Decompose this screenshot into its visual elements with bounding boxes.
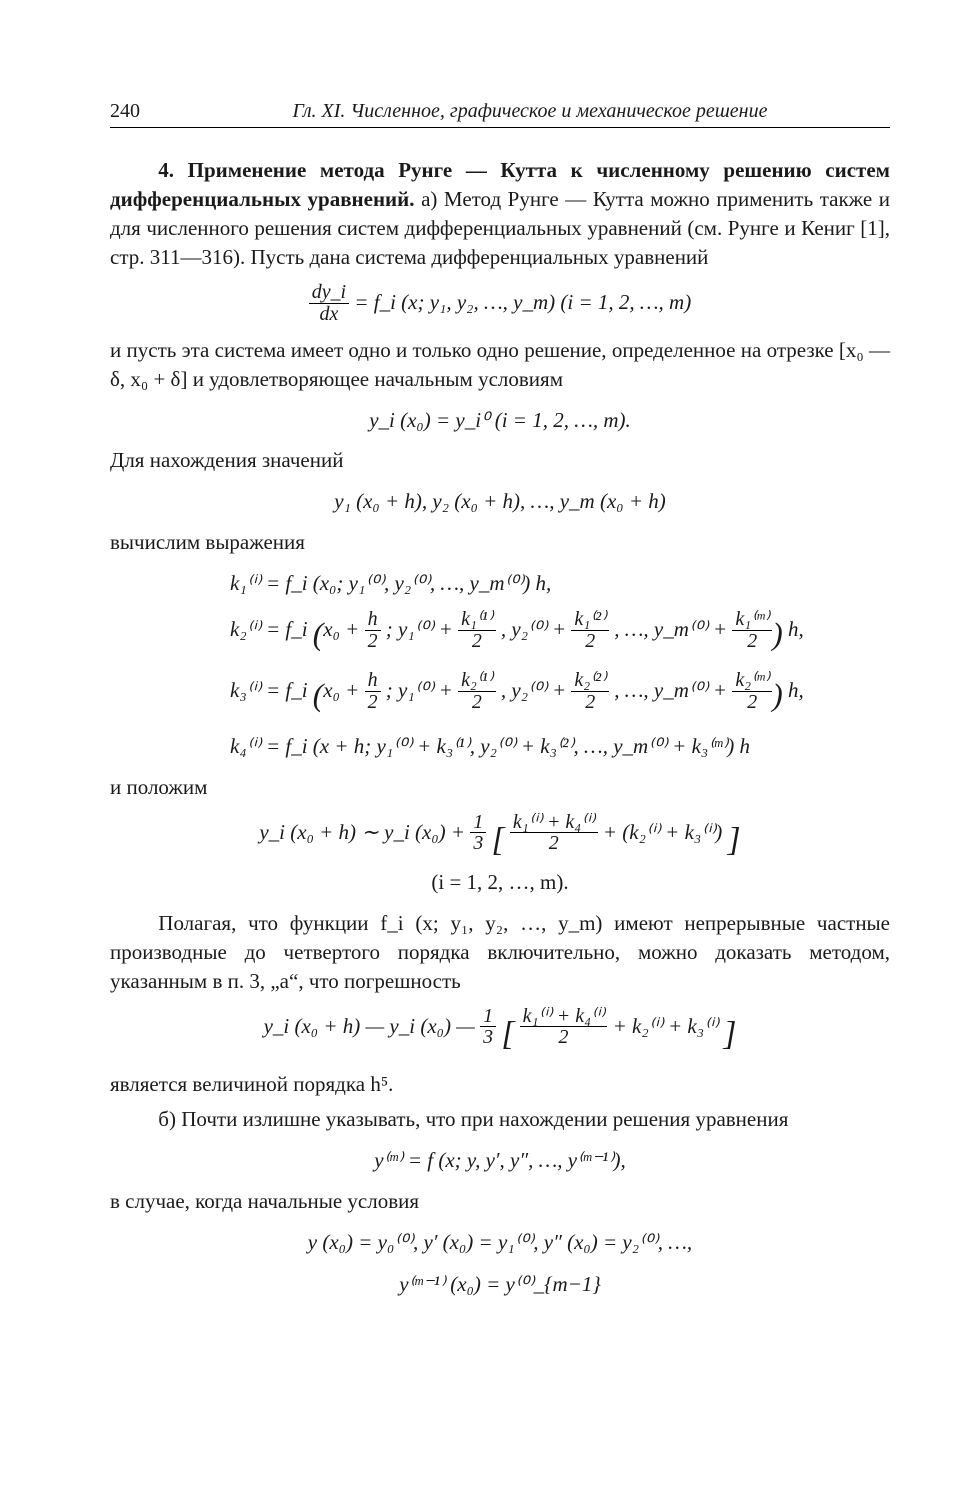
k3-arg1: x₀ + — [323, 677, 364, 701]
k3-suffix: h, — [783, 677, 804, 701]
paragraph-6: Полагая, что функции f_i (x; y₁, y₂, …, … — [110, 909, 890, 996]
approx-lhs: y_i (x₀ + h) ∼ y_i (x₀) + — [259, 819, 470, 843]
paragraph-4: вычислим выражения — [110, 528, 890, 557]
err-rest: + k₂⁽ⁱ⁾ + k₃⁽ⁱ⁾ — [607, 1013, 718, 1037]
k2-arg3: , y₂⁽⁰⁾ + — [496, 617, 572, 641]
header-rule — [110, 127, 890, 128]
k3-arg2: ; y₁⁽⁰⁾ + — [381, 677, 459, 701]
k2-arg2: ; y₁⁽⁰⁾ + — [381, 617, 459, 641]
equation-k4: k₄⁽ⁱ⁾ = f_i (x + h; y₁⁽⁰⁾ + k₃⁽¹⁾, y₂⁽⁰⁾… — [110, 730, 890, 763]
den-2e: 2 — [365, 692, 381, 714]
paragraph-9: в случае, когда начальные условия — [110, 1187, 890, 1216]
den-2f: 2 — [458, 692, 496, 714]
den-3: 3 — [470, 833, 486, 855]
num-k2m: k₂⁽ᵐ⁾ — [732, 670, 772, 692]
equation-error: y_i (x₀ + h) — y_i (x₀) — 13 [ k₁⁽ⁱ⁾ + k… — [110, 1006, 890, 1061]
running-title: Гл. XI. Численное, графическое и механич… — [170, 100, 890, 123]
k2-arg4: , …, y_m⁽⁰⁾ + — [609, 617, 732, 641]
num-h2: h — [365, 670, 381, 692]
paragraph-1: 4. Применение метода Рунге — Кутта к чис… — [110, 156, 890, 272]
k2-suffix: h, — [783, 617, 804, 641]
frac-dyi-dx: dy_i dx — [309, 282, 349, 326]
err-lhs: y_i (x₀ + h) — y_i (x₀) — — [264, 1013, 481, 1037]
paragraph-7: является величиной порядка h⁵. — [110, 1070, 890, 1099]
equation-k3: k₃⁽ⁱ⁾ = f_i (x₀ + h2 ; y₁⁽⁰⁾ + k₂⁽¹⁾2 , … — [110, 670, 890, 720]
den-3b: 3 — [480, 1027, 496, 1049]
paragraph-2: и пусть эта система имеет одно и только … — [110, 336, 890, 394]
num-1b: 1 — [480, 1006, 496, 1028]
num-k1m: k₁⁽ᵐ⁾ — [732, 609, 772, 631]
eq1-rhs: = f_i (x; y₁, y₂, …, y_m) (i = 1, 2, …, … — [349, 290, 691, 314]
paragraph-5: и положим — [110, 773, 890, 802]
equation-higher-order-ode: y⁽ᵐ⁾ = f (x; y, y′, y″, …, y⁽ᵐ⁻¹⁾), — [110, 1144, 890, 1177]
num-k11: k₁⁽¹⁾ — [458, 609, 496, 631]
num-k21: k₂⁽¹⁾ — [458, 670, 496, 692]
den-2: 2 — [365, 631, 381, 653]
den-2c: 2 — [571, 631, 609, 653]
num-1: 1 — [470, 812, 486, 834]
k3-prefix: k₃⁽ⁱ⁾ = f_i — [230, 677, 313, 701]
num-k12: k₁⁽²⁾ — [571, 609, 609, 631]
num-h: h — [365, 609, 381, 631]
paragraph-8: б) Почти излишне указывать, что при нахо… — [110, 1105, 890, 1134]
den-2g: 2 — [571, 692, 609, 714]
equation-initial-conditions: y_i (x₀) = y_i⁰ (i = 1, 2, …, m). — [110, 404, 890, 437]
page-header: 240 Гл. XI. Численное, графическое и мех… — [110, 100, 890, 123]
k2-arg1: x₀ + — [323, 617, 364, 641]
den-2d: 2 — [732, 631, 772, 653]
equation-initial-conditions-b1: y (x₀) = y₀⁽⁰⁾, y′ (x₀) = y₁⁽⁰⁾, y″ (x₀)… — [110, 1226, 890, 1259]
equation-initial-conditions-b2: y⁽ᵐ⁻¹⁾ (x₀) = y⁽⁰⁾_{m−1} — [110, 1268, 890, 1301]
approx-range: (i = 1, 2, …, m). — [431, 870, 568, 894]
frac-num: dy_i — [309, 282, 349, 304]
page-number: 240 — [110, 100, 170, 123]
k3-arg4: , …, y_m⁽⁰⁾ + — [609, 677, 732, 701]
equation-values-to-find: y₁ (x₀ + h), y₂ (x₀ + h), …, y_m (x₀ + h… — [110, 485, 890, 518]
den-2h: 2 — [732, 692, 772, 714]
k3-arg3: , y₂⁽⁰⁾ + — [496, 677, 572, 701]
num-k22: k₂⁽²⁾ — [571, 670, 609, 692]
k2-prefix: k₂⁽ⁱ⁾ = f_i — [230, 617, 313, 641]
frac-den: dx — [309, 304, 349, 326]
equation-system: dy_i dx = f_i (x; y₁, y₂, …, y_m) (i = 1… — [110, 282, 890, 326]
num-k14: k₁⁽ⁱ⁾ + k₄⁽ⁱ⁾ — [510, 812, 598, 834]
paragraph-3: Для нахождения значений — [110, 446, 890, 475]
equation-k2: k₂⁽ⁱ⁾ = f_i (x₀ + h2 ; y₁⁽⁰⁾ + k₁⁽¹⁾2 , … — [110, 609, 890, 659]
den-2b: 2 — [458, 631, 496, 653]
den-2j: 2 — [520, 1027, 608, 1049]
equation-k1: k₁⁽ⁱ⁾ = f_i (x₀; y₁⁽⁰⁾, y₂⁽⁰⁾, …, y_m⁽⁰⁾… — [110, 567, 890, 600]
den-2i: 2 — [510, 833, 598, 855]
num-k14b: k₁⁽ⁱ⁾ + k₄⁽ⁱ⁾ — [520, 1006, 608, 1028]
approx-rest: + (k₂⁽ⁱ⁾ + k₃⁽ⁱ⁾) — [598, 819, 723, 843]
equation-approximation: y_i (x₀ + h) ∼ y_i (x₀) + 13 [ k₁⁽ⁱ⁾ + k… — [110, 812, 890, 899]
